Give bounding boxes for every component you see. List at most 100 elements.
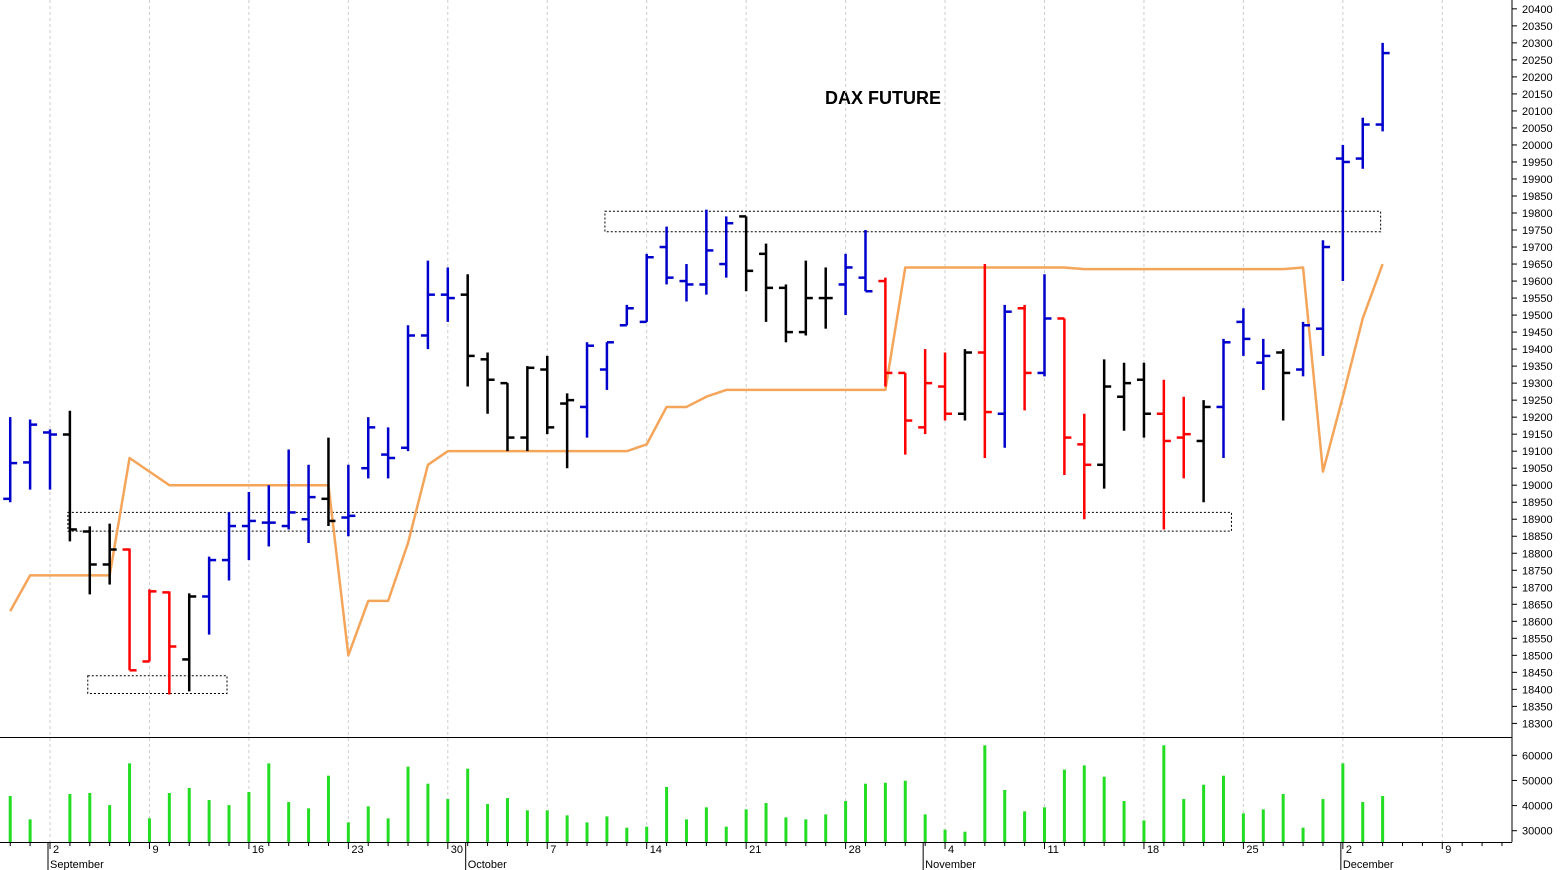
x-tick-label: 2: [53, 844, 59, 856]
y-tick-label: 19250: [1522, 395, 1553, 407]
volume-bar: [1122, 801, 1126, 842]
volume-bar: [267, 763, 271, 842]
volume-bar: [943, 829, 947, 842]
volume-bar: [8, 796, 12, 842]
y-tick-label: 19900: [1522, 174, 1553, 186]
volume-bar: [287, 802, 291, 842]
y-tick-label: 18450: [1522, 667, 1553, 679]
y-tick-label: 18750: [1522, 565, 1553, 577]
volume-bar: [426, 783, 430, 842]
volume-bar: [108, 805, 112, 842]
volume-bar: [88, 793, 92, 842]
volume-bar: [764, 803, 768, 842]
volume-bar: [983, 745, 987, 842]
y-tick-label: 19750: [1522, 225, 1553, 237]
x-tick-label: 23: [351, 844, 363, 856]
y-tick-label: 20050: [1522, 123, 1553, 135]
volume-bar: [1241, 813, 1245, 842]
y-tick-label: 18950: [1522, 497, 1553, 509]
volume-bar: [1062, 769, 1066, 842]
volume-bar: [684, 819, 688, 842]
volume-bar: [883, 782, 887, 842]
y-tick-label: 19850: [1522, 191, 1553, 203]
zone: [604, 210, 1382, 233]
y-tick-label: 18300: [1522, 718, 1553, 730]
volume-bar: [366, 806, 370, 842]
y-tick-label: 19200: [1522, 412, 1553, 424]
y-tick-label: 18850: [1522, 531, 1553, 543]
y-tick-label: 19050: [1522, 463, 1553, 475]
y-tick-label: 19450: [1522, 327, 1553, 339]
y-tick-label: 18400: [1522, 684, 1553, 696]
x-tick-label: 4: [948, 844, 954, 856]
y-tick-label: 18350: [1522, 701, 1553, 713]
month-label: September: [50, 859, 104, 870]
volume-bar: [585, 822, 589, 842]
volume-bar: [1381, 796, 1385, 842]
y-tick-label: 19300: [1522, 378, 1553, 390]
y-tick-label: 20200: [1522, 72, 1553, 84]
y-tick-label: 19650: [1522, 259, 1553, 271]
volume-bar: [147, 818, 151, 842]
x-tick-label: 30: [451, 844, 463, 856]
volume-bar: [1281, 794, 1285, 842]
y-tick-label: 19500: [1522, 310, 1553, 322]
month-label: December: [1343, 859, 1394, 870]
y-tick-label: 18900: [1522, 514, 1553, 526]
volume-bar: [645, 826, 649, 842]
y-tick-label: 19800: [1522, 208, 1553, 220]
volume-bar: [68, 794, 72, 842]
y-tick-label: 18700: [1522, 582, 1553, 594]
volume-bar: [28, 819, 32, 842]
y-tick-label: 20350: [1522, 21, 1553, 33]
y-tick-label: 20000: [1522, 140, 1553, 152]
y-tick-label: 19100: [1522, 446, 1553, 458]
volume-bar: [446, 799, 450, 842]
volume-bar: [247, 792, 251, 842]
volume-bar: [784, 817, 788, 842]
zone: [67, 511, 1232, 532]
volume-bar: [1142, 820, 1146, 842]
volume-bar: [863, 783, 867, 842]
volume-bar: [804, 819, 808, 842]
y-tick-label: 19950: [1522, 157, 1553, 169]
chart-title: DAX FUTURE: [825, 88, 941, 108]
volume-bar: [565, 815, 569, 842]
y-tick-label: 18650: [1522, 599, 1553, 611]
volume-bar: [625, 827, 629, 842]
y-tick-label: 20150: [1522, 89, 1553, 101]
volume-bar: [406, 766, 410, 842]
y-tick-label: 19150: [1522, 429, 1553, 441]
volume-bar: [824, 814, 828, 842]
y-tick-label: 30000: [1522, 826, 1553, 838]
volume-bar: [1082, 765, 1086, 842]
x-tick-label: 7: [550, 844, 556, 856]
y-tick-label: 20400: [1522, 4, 1553, 16]
volume-bar: [187, 787, 191, 842]
volume-bar: [505, 798, 509, 842]
y-tick-label: 20300: [1522, 38, 1553, 50]
volume-bar: [1023, 811, 1027, 842]
volume-bar: [1341, 763, 1345, 842]
volume-bar: [1361, 802, 1365, 842]
volume-bar: [704, 807, 708, 842]
volume-bar: [665, 786, 669, 842]
volume-bar: [1162, 745, 1166, 842]
month-label: October: [468, 859, 507, 870]
volume-bar: [167, 793, 171, 842]
volume-bar: [923, 814, 927, 842]
y-tick-label: 19700: [1522, 242, 1553, 254]
volume-bar: [903, 780, 907, 842]
y-tick-label: 40000: [1522, 801, 1553, 813]
y-tick-label: 19550: [1522, 293, 1553, 305]
volume-bar: [486, 804, 490, 842]
volume-bar: [326, 775, 330, 842]
y-tick-label: 19000: [1522, 480, 1553, 492]
volume-bar: [466, 768, 470, 842]
volume-bar: [963, 831, 967, 842]
y-tick-label: 19400: [1522, 344, 1553, 356]
x-tick-label: 9: [1445, 844, 1451, 856]
y-tick-label: 18800: [1522, 548, 1553, 560]
volume-bar: [1003, 790, 1007, 842]
